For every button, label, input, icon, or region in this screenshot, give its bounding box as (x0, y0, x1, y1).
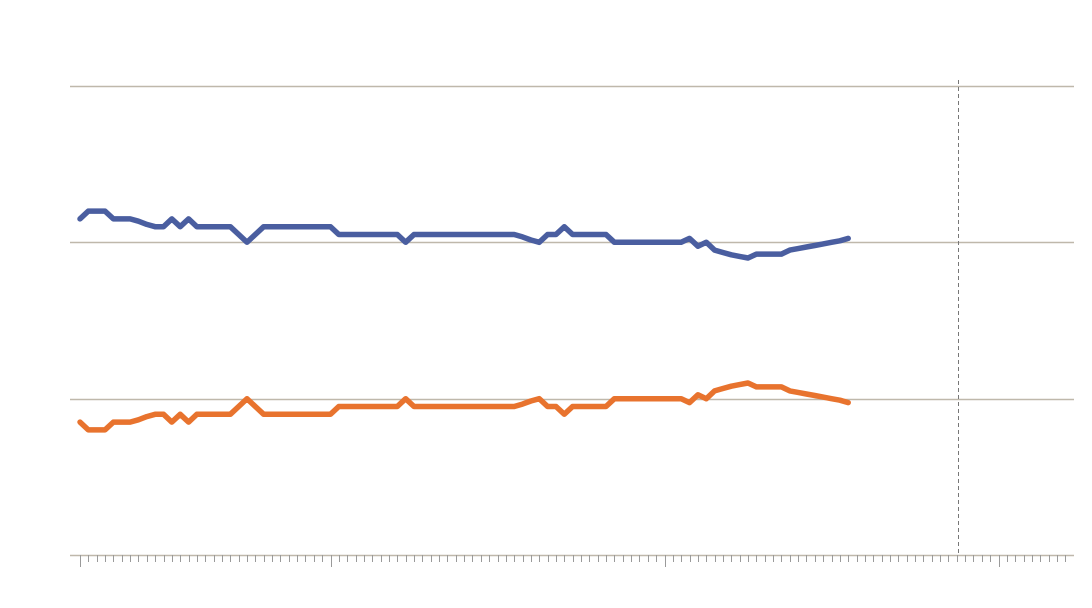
series-line-1 (77, 208, 851, 261)
series-line-2 (77, 380, 851, 433)
